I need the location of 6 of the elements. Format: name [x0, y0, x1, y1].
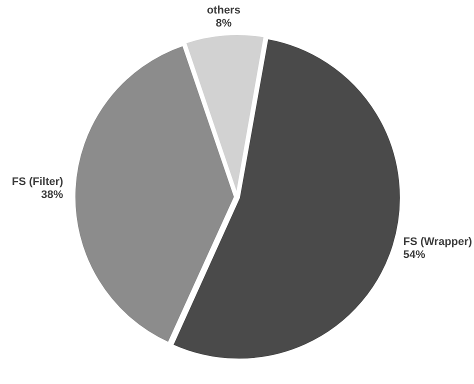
data-label: 8%	[216, 18, 232, 30]
slice-label: FS (Wrapper)	[403, 236, 472, 248]
data-label: 38%	[41, 189, 64, 202]
data-label: 54%	[403, 248, 426, 261]
slice-label: others	[206, 4, 240, 17]
slice-label: FS (Filter)	[12, 176, 64, 188]
